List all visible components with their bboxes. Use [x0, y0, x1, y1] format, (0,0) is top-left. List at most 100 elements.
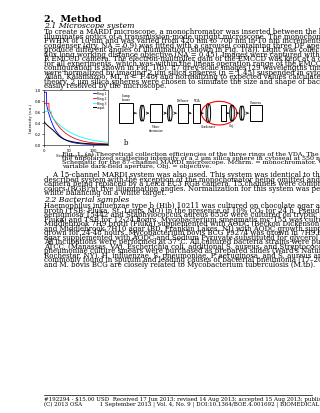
Ring 1	[81, 142, 85, 147]
Text: produce different angles of illumination (shown in Fig. 1(a)). Light was collect: produce different angles of illumination…	[44, 46, 320, 54]
unpol.	[106, 142, 110, 147]
Text: All incubations were performed at 37°C. All cultured bacteria strains were purch: All incubations were performed at 37°C. …	[44, 238, 320, 246]
Ring 3	[96, 139, 100, 144]
Text: Lamp
house: Lamp house	[122, 93, 131, 102]
Text: b: b	[124, 139, 129, 147]
Text: a: a	[71, 138, 75, 146]
Text: and M. bovis BCG are closely related to Mycobacterium tuberculosis (M.tb).: and M. bovis BCG are closely related to …	[44, 260, 316, 268]
Ring 2	[100, 142, 104, 147]
Ring 3	[80, 135, 84, 140]
Line: unpol.: unpol.	[44, 123, 108, 145]
unpol.	[42, 120, 46, 125]
Ring 3	[80, 136, 84, 141]
Ellipse shape	[240, 107, 243, 121]
Text: R EMCCD camera. The electron-multiplier gain of the EMCCD was kept at a constant: R EMCCD camera. The electron-multiplier …	[44, 55, 320, 63]
Text: variable dark-field aperture, Obj. = objective.: variable dark-field aperture, Obj. = obj…	[62, 164, 211, 169]
Ring 1	[42, 90, 46, 95]
Line: Ring 1: Ring 1	[44, 93, 108, 145]
Ring 1	[43, 90, 46, 95]
Ring 3	[42, 110, 46, 115]
Ring 3	[81, 136, 85, 141]
Text: aeruginosa 15442 and Staphylococcus aureus 6558 were cultured on tryptic soy aga: aeruginosa 15442 and Staphylococcus aure…	[44, 211, 320, 219]
unpol.	[100, 142, 104, 147]
Text: colors (RGB) at five illumination angles. Normalization for this system was perf: colors (RGB) at five illumination angles…	[44, 185, 320, 192]
Text: Mono-
chromator: Mono- chromator	[149, 124, 164, 133]
Line: Ring 3: Ring 3	[44, 112, 108, 143]
Text: easily resolved by the microscope.: easily resolved by the microscope.	[44, 82, 166, 90]
Text: white balancing on a white target.: white balancing on a white target.	[44, 189, 166, 197]
Text: #192294 - $15.00 USD  Received 17 Jun 2013; revised 14 Aug 2013; accepted 15 Aug: #192294 - $15.00 USD Received 17 Jun 201…	[44, 396, 320, 401]
Ellipse shape	[140, 106, 143, 122]
Text: commonly found in sputum and leading causes of bacterial pneumonia [17–20]. M. s: commonly found in sputum and leading cau…	[44, 256, 320, 264]
Ellipse shape	[141, 106, 144, 122]
Text: A 15-channel MARDI system was also used. This system was identical to the previo: A 15-channel MARDI system was also used.…	[44, 171, 320, 179]
Text: Camera: Camera	[250, 100, 262, 104]
Ring 1	[80, 142, 84, 147]
Ring 2	[96, 142, 100, 147]
Text: broth (TSB; Fluka, St. Louis, MO) in the presence of 10% CO₂ for 24 h. Pseudomon: broth (TSB; Fluka, St. Louis, MO) in the…	[44, 206, 320, 214]
Ellipse shape	[241, 107, 244, 121]
Text: camera being replaced by a Leica EC3 RGB camera. 15 channels were comprised of t: camera being replaced by a Leica EC3 RGB…	[44, 180, 320, 188]
Text: and Middlebrook 7H10 agar (BD, Franklin Lakes, NJ) with AODC growth supplement a: and Middlebrook 7H10 agar (BD, Franklin …	[44, 224, 320, 232]
Ring 1	[106, 143, 110, 148]
Text: 2.1 Microscope system: 2.1 Microscope system	[44, 22, 135, 30]
Text: 2.  Method: 2. Method	[44, 15, 101, 24]
Text: Schematic for the 87-channel MARDI microscope. Mchrm. = monochromator, VDA =: Schematic for the 87-channel MARDI micro…	[62, 159, 320, 164]
Text: the unpolarized scattering intensity of a 2 µm silica sphere in cytoseal at 550 : the unpolarized scattering intensity of …	[62, 155, 320, 161]
Ellipse shape	[206, 104, 209, 123]
Text: condenser (dry, NA = 0.9) was fitted with a carousel containing three DF apertur: condenser (dry, NA = 0.9) was fitted wit…	[44, 42, 320, 50]
unpol.	[96, 142, 100, 147]
Text: 40x long working distance objective (NA = 0.45). Images were captured with an An: 40x long working distance objective (NA …	[44, 51, 320, 59]
Ring 2	[80, 139, 84, 144]
Bar	[250, 106, 262, 122]
Text: described system with the exception of the monochomator being omitted and the EM: described system with the exception of t…	[44, 176, 320, 183]
unpol.	[81, 142, 85, 147]
Ellipse shape	[168, 106, 171, 122]
Text: To create a MARDI microscope, a monochromator was inserted between the lamp and : To create a MARDI microscope, a monochro…	[44, 28, 320, 36]
Ellipse shape	[169, 106, 172, 122]
Text: were normalized by imaging 2 µm silica spheres (n = 1.45) suspended in cytoseal : were normalized by imaging 2 µm silica s…	[44, 69, 320, 76]
Text: grown for 24-48 hours. Mycobacterium bovis BCG 19274 was grown in 7H9 broth and : grown for 24-48 hours. Mycobacterium bov…	[44, 229, 320, 237]
Ring 2	[43, 102, 46, 107]
Bar	[178, 104, 188, 123]
Text: for all experiments, which was within the linear operation range of the EMCCD. T: for all experiments, which was within th…	[44, 59, 320, 68]
Ellipse shape	[230, 106, 233, 122]
Text: ATCC, (Manassas, VA). Escherichia coli, additional S. aureus, and Streptococcus: ATCC, (Manassas, VA). Escherichia coli, …	[44, 242, 320, 250]
Text: illuminator optics of a transmission-mode upright microscope. The monochomator h: illuminator optics of a transmission-mod…	[44, 33, 320, 40]
Text: (C) 2013 OSA          1 September 2013 | Vol. 4, No. 9 | DOI:10.1364/BOE.4.00169: (C) 2013 OSA 1 September 2013 | Vol. 4, …	[44, 401, 320, 406]
Ring 1	[96, 142, 100, 147]
Bar	[150, 105, 162, 123]
Ring 2	[106, 142, 110, 147]
Text: Haemophilus influenzae type b (Hib) 10211 was cultured on chocolate agar and in : Haemophilus influenzae type b (Hib) 1021…	[44, 202, 320, 210]
Ring 3	[43, 110, 46, 115]
Y-axis label: Intensity (a.u.): Intensity (a.u.)	[29, 103, 33, 133]
Text: FWHM of 10 nm and was varied from 420 nm to 700 nm in 10 nm increments. The Abbe: FWHM of 10 nm and was varied from 420 nm…	[44, 37, 320, 45]
unpol.	[43, 120, 46, 125]
Text: Middlebrook 7H9 broth (Fluka) supplemented with AODC (Beckon Dickenson, Sparks M: Middlebrook 7H9 broth (Fluka) supplement…	[44, 220, 320, 228]
Ring 3	[100, 140, 104, 145]
Ellipse shape	[231, 106, 234, 122]
Text: Diffuser: Diffuser	[177, 99, 189, 103]
Text: Fig. 1. (a) Theoretical collection efficiencies of the three rings of the VDA. T: Fig. 1. (a) Theoretical collection effic…	[62, 151, 320, 156]
Text: Rochester, NY). H. influenzae, S. pneumoniae, P. aeruginosa, and S. aureus are s: Rochester, NY). H. influenzae, S. pneumo…	[44, 252, 320, 259]
unpol.	[80, 141, 84, 146]
Legend: Ring 1, Ring 2, Ring 3, unpol.: Ring 1, Ring 2, Ring 3, unpol.	[92, 91, 108, 111]
Text: Fluka) and TSB for 12-24 hours. Mycobacterium smegmatis mc²155 was cultured in: Fluka) and TSB for 12-24 hours. Mycobact…	[44, 215, 320, 223]
Text: theory. 2 µm silica spheres were chosen to simulate the size and shape of bacter: theory. 2 µm silica spheres were chosen …	[44, 78, 320, 85]
Text: 2.2 Bacterial samples: 2.2 Bacterial samples	[44, 196, 129, 204]
unpol.	[80, 141, 84, 146]
Ring 3	[106, 140, 110, 145]
Line: Ring 2: Ring 2	[44, 104, 108, 145]
Bar	[221, 106, 226, 122]
Ring 2	[80, 139, 84, 144]
Bar	[119, 104, 133, 124]
Ring 2	[42, 102, 46, 107]
Text: Condenser: Condenser	[201, 125, 216, 129]
X-axis label: Scattering angle (°): Scattering angle (°)	[56, 154, 96, 158]
Text: agar supplemented with AODC and Sodium Pyruvate substituted for glycerol for 3-4: agar supplemented with AODC and Sodium P…	[44, 233, 320, 241]
Ring 1	[100, 143, 104, 148]
Ring 2	[81, 139, 85, 144]
Text: Obj.: Obj.	[229, 123, 235, 128]
Text: pneumoniae culture smears were purchased as prepared slides (Ward's Natural Scie: pneumoniae culture smears were purchased…	[44, 247, 320, 255]
Text: Allan, Kalamazoo, MI, n = 1.48) and normalizing to expected values calculated us: Allan, Kalamazoo, MI, n = 1.48) and norm…	[44, 73, 320, 81]
